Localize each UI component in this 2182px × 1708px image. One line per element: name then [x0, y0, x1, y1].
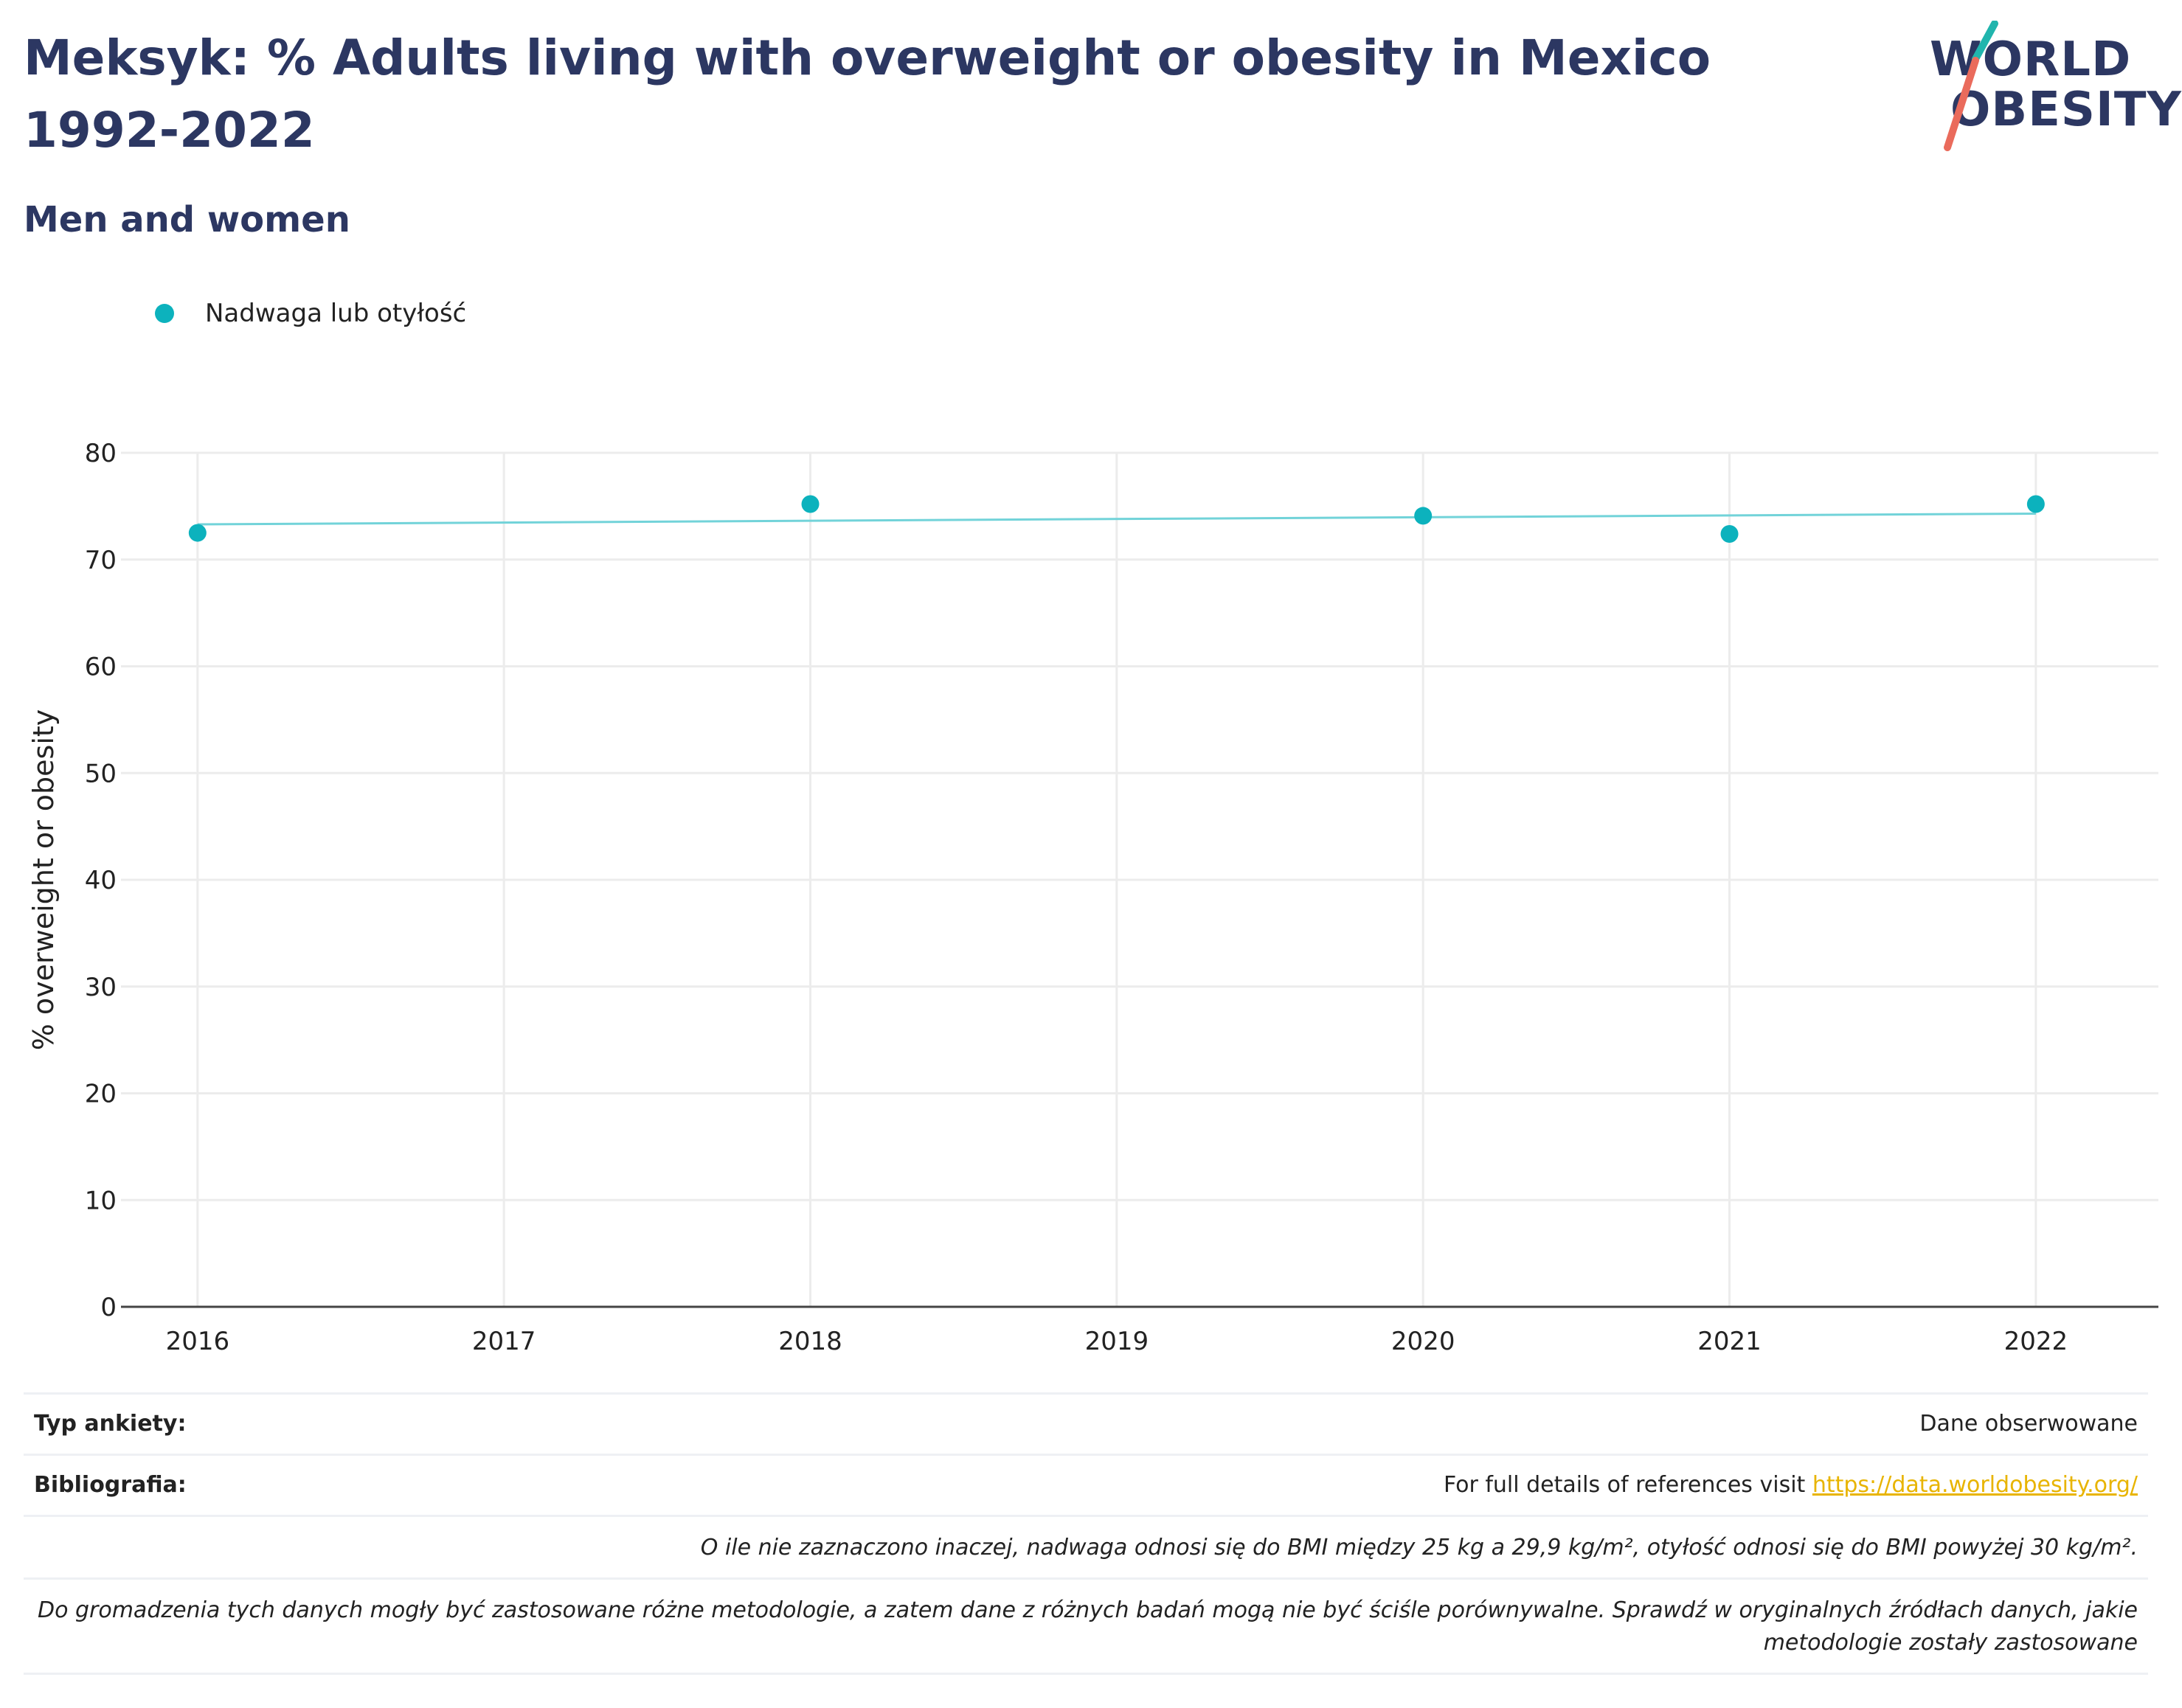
y-tick-label: 20 — [85, 1080, 117, 1109]
survey-type-row: Typ ankiety: Dane obserwowane — [24, 1392, 2148, 1454]
y-tick-label: 60 — [85, 653, 117, 682]
legend-label: Nadwaga lub otyłość — [205, 299, 467, 328]
x-tick-label: 2021 — [1697, 1327, 1762, 1356]
chart-subtitle: Men and women — [24, 199, 350, 240]
bibliography-label: Bibliografia: — [34, 1472, 187, 1498]
chart-title: Meksyk: % Adults living with overweight … — [24, 29, 1711, 159]
y-tick-label: 10 — [85, 1186, 117, 1215]
trend-line — [197, 513, 2036, 526]
world-obesity-logo[interactable]: WORLD OBESITY — [1925, 21, 2181, 153]
y-axis-label: % overweight or obesity — [27, 709, 60, 1051]
logo-text-obesity: OBESITY — [1950, 83, 2182, 137]
bibliography-value: For full details of references visit htt… — [1444, 1472, 2138, 1498]
x-tick-label: 2022 — [2004, 1327, 2068, 1356]
chart-legend[interactable]: Nadwaga lub otyłość — [155, 295, 466, 332]
x-tick-label: 2020 — [1391, 1327, 1455, 1356]
x-tick-label: 2017 — [472, 1327, 536, 1356]
data-point — [1720, 525, 1739, 544]
logo-slash-coral — [1944, 57, 1979, 151]
bibliography-link[interactable]: https://data.worldobesity.org/ — [1812, 1472, 2138, 1498]
y-tick-label: 30 — [85, 973, 117, 1002]
bibliography-row: Bibliografia: For full details of refere… — [24, 1454, 2148, 1515]
definition-note: O ile nie zaznaczono inaczej, nadwaga od… — [24, 1515, 2148, 1577]
info-table: Typ ankiety: Dane obserwowane Bibliograf… — [24, 1392, 2148, 1675]
y-tick-label: 50 — [85, 759, 117, 788]
data-point — [1414, 507, 1433, 525]
survey-type-value: Dane obserwowane — [1919, 1411, 2138, 1437]
methodology-note: Do gromadzenia tych danych mogły być zas… — [24, 1577, 2148, 1675]
y-tick-label: 40 — [85, 866, 117, 895]
chart-plot: 0 10 20 30 40 50 60 70 80 2016 2017 2018 2019 2020 202… — [27, 439, 2158, 1356]
logo-slash-icon — [1944, 21, 1998, 151]
y-tick-label: 80 — [85, 439, 117, 468]
x-tick-label: 2016 — [166, 1327, 230, 1356]
logo-slash-teal — [1972, 21, 1998, 63]
x-tick-label: 2019 — [1085, 1327, 1149, 1356]
legend-marker — [155, 304, 174, 323]
data-point — [801, 495, 820, 513]
data-point — [2026, 495, 2045, 513]
x-tick-label: 2018 — [778, 1327, 842, 1356]
bibliography-text: For full details of references visit — [1443, 1472, 1812, 1498]
y-tick-label: 0 — [100, 1293, 117, 1322]
y-tick-label: 70 — [85, 546, 117, 575]
survey-type-label: Typ ankiety: — [34, 1411, 187, 1437]
data-point — [188, 524, 207, 542]
logo-text-world: WORLD — [1930, 32, 2132, 87]
